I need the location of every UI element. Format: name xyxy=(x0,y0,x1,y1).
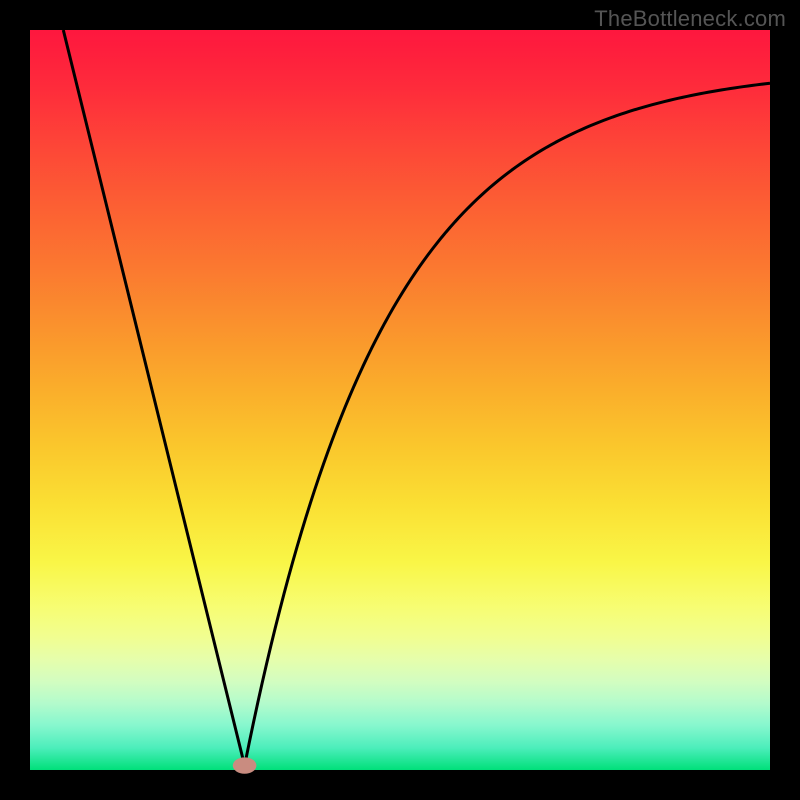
watermark-label: TheBottleneck.com xyxy=(594,6,786,32)
chart-container: TheBottleneck.com xyxy=(0,0,800,800)
plot-area xyxy=(30,30,770,770)
bottleneck-curve-chart xyxy=(0,0,800,800)
optimal-point-marker xyxy=(233,757,257,773)
